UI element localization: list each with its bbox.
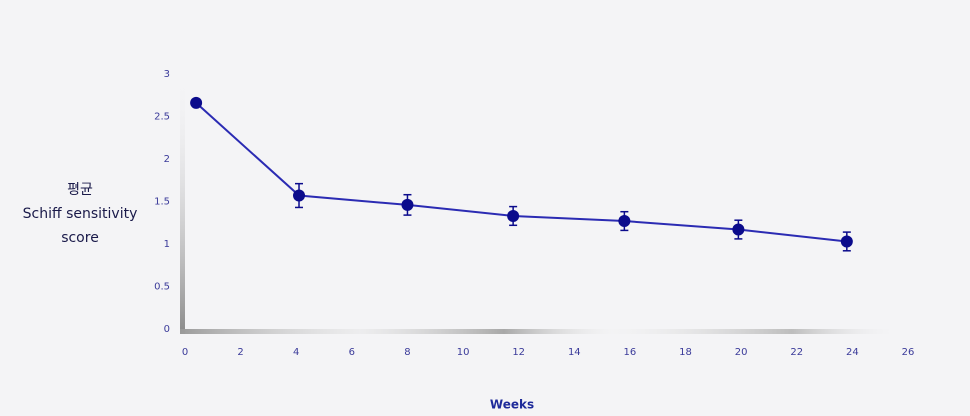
y-axis	[180, 70, 185, 334]
x-axis	[180, 329, 900, 334]
x-tick-label: 12	[512, 347, 525, 358]
y-tick-label: 1.5	[154, 197, 170, 208]
x-tick-label: 18	[679, 347, 692, 358]
data-point	[618, 215, 631, 228]
x-tick-label: 4	[293, 347, 299, 358]
x-axis-label: Weeks	[490, 398, 534, 412]
data-line	[195, 102, 847, 243]
x-tick-label: 16	[624, 347, 637, 358]
x-tick-label: 20	[735, 347, 748, 358]
data-point	[190, 96, 203, 109]
data-point	[840, 235, 853, 248]
y-tick-label: 3	[164, 69, 170, 80]
y-tick-label: 2	[164, 154, 170, 165]
y-tick-label: 0	[164, 324, 170, 335]
x-tick-label: 2	[237, 347, 243, 358]
x-tick-label: 8	[404, 347, 410, 358]
y-tick-label: 0.5	[154, 282, 170, 293]
y-tick-label: 2.5	[154, 112, 170, 123]
y-tick-label: 1	[164, 239, 170, 250]
x-tick-label: 26	[902, 347, 915, 358]
x-tick-label: 10	[457, 347, 470, 358]
x-tick-label: 0	[182, 347, 188, 358]
y-axis-label: Schiff sensitivity	[23, 206, 138, 222]
x-tick-label: 6	[349, 347, 355, 358]
data-point	[401, 198, 414, 211]
y-axis-label: 평균	[67, 182, 93, 198]
data-point	[507, 209, 520, 222]
data-point	[293, 189, 306, 202]
x-tick-label: 14	[568, 347, 581, 358]
data-point	[732, 223, 745, 236]
y-axis-label: score	[61, 230, 99, 246]
x-tick-label: 22	[790, 347, 803, 358]
x-tick-label: 24	[846, 347, 859, 358]
